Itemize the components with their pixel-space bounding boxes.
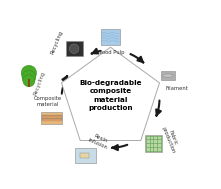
Text: Resin
infusion: Resin infusion: [87, 132, 111, 151]
Bar: [101, 29, 120, 45]
Bar: [161, 71, 175, 80]
Bar: [42, 119, 62, 121]
Circle shape: [23, 75, 35, 87]
Text: Recycling: Recycling: [50, 29, 64, 54]
Bar: [42, 118, 62, 119]
Text: Wood Pulp: Wood Pulp: [97, 50, 124, 55]
Text: Bio-degradable
composite
material
production: Bio-degradable composite material produc…: [79, 80, 142, 111]
Bar: [80, 153, 90, 158]
Bar: [75, 148, 96, 163]
Circle shape: [21, 65, 37, 81]
Circle shape: [69, 44, 79, 53]
Text: Filament: Filament: [165, 86, 188, 91]
Circle shape: [22, 70, 36, 84]
Bar: [145, 135, 162, 152]
Bar: [66, 41, 83, 57]
Bar: [28, 79, 30, 87]
Bar: [41, 112, 62, 124]
Polygon shape: [61, 47, 160, 140]
Bar: [42, 115, 62, 116]
Ellipse shape: [162, 74, 173, 77]
Text: Recycling: Recycling: [33, 71, 46, 96]
Bar: [42, 116, 62, 118]
Text: Fabric
production: Fabric production: [160, 124, 181, 154]
Text: Composite
material: Composite material: [33, 96, 61, 107]
